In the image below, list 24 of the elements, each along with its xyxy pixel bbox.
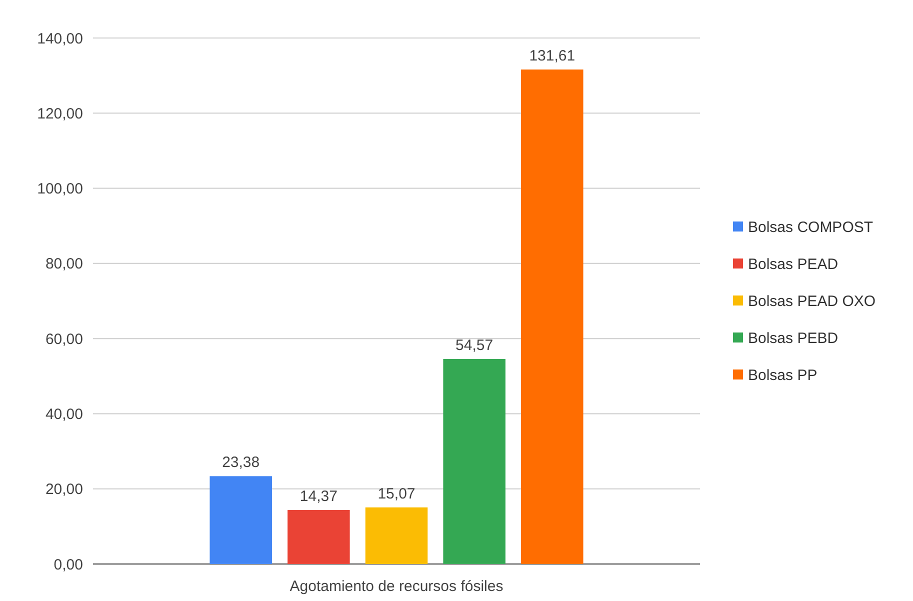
y-tick-label: 20,00 [45,481,83,498]
y-tick-label: 40,00 [45,406,83,423]
data-label: 131,61 [529,48,576,65]
y-tick-label: 60,00 [45,330,83,348]
y-tick-label: 0,00 [54,556,83,574]
data-label: 15,07 [378,485,416,502]
y-tick-label: 120,00 [37,105,83,122]
bar [288,510,350,564]
legend-label: Bolsas COMPOST [748,218,874,236]
x-tick-label: Agotamiento de recursos fósiles [290,578,504,595]
y-tick-label: 80,00 [45,256,83,273]
legend-label: Bolsas PEBD [748,330,838,347]
data-label: 54,57 [456,336,494,354]
y-tick-label: 100,00 [37,180,83,198]
legend-label: Bolsas PEAD [748,256,838,273]
data-label: 23,38 [222,454,260,472]
bar [443,358,506,564]
legend-label: Bolsas PP [748,366,818,384]
bar [521,70,584,564]
data-label: 14,37 [300,488,338,506]
bar [365,507,428,564]
legend-label: Bolsas PEAD OXO [748,292,876,310]
y-tick-label: 140,00 [37,30,83,48]
bar [210,476,272,564]
